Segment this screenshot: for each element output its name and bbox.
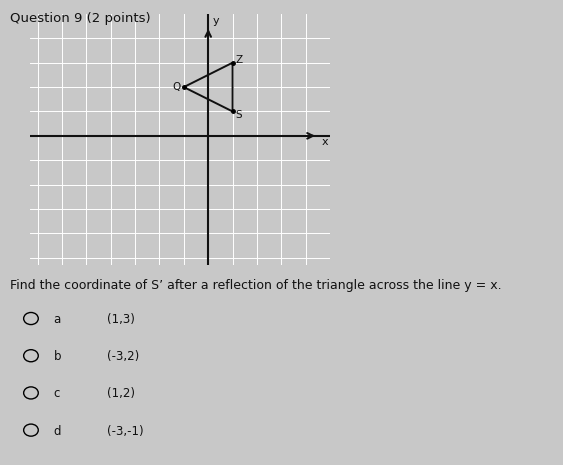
Text: Question 9 (2 points): Question 9 (2 points) (10, 12, 151, 25)
Text: (-3,2): (-3,2) (107, 350, 139, 363)
Text: b: b (53, 350, 61, 363)
Text: c: c (53, 387, 60, 400)
Text: S: S (235, 110, 242, 120)
Text: (1,3): (1,3) (107, 313, 135, 326)
Text: (-3,-1): (-3,-1) (107, 425, 144, 438)
Text: Find the coordinate of S’ after a reflection of the triangle across the line y =: Find the coordinate of S’ after a reflec… (10, 279, 502, 292)
Text: Z: Z (235, 55, 242, 65)
Text: d: d (53, 425, 61, 438)
Text: y: y (212, 16, 219, 26)
Text: x: x (322, 137, 329, 147)
Text: a: a (53, 313, 61, 326)
Text: (1,2): (1,2) (107, 387, 135, 400)
Text: Q: Q (172, 82, 181, 92)
